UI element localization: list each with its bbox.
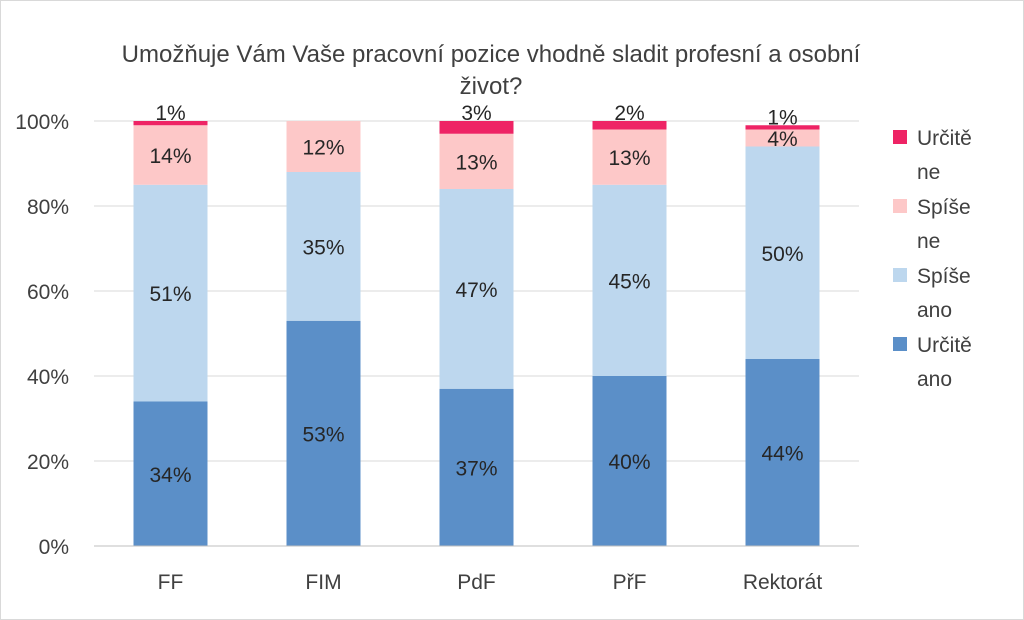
legend-label: Určitě ano	[917, 334, 972, 391]
bar-segment	[439, 189, 514, 389]
data-label: 4%	[767, 128, 797, 151]
y-tick-label: 100%	[15, 111, 69, 134]
bar-segment	[439, 388, 514, 546]
bar-segment	[133, 121, 208, 126]
data-label: 12%	[302, 137, 344, 160]
bar-segment	[745, 125, 820, 130]
bar-segment	[286, 320, 361, 546]
data-label: 2%	[614, 102, 644, 125]
legend-swatch	[893, 130, 907, 144]
bar-segment	[133, 401, 208, 546]
data-label: 50%	[761, 243, 803, 266]
bar-segment	[133, 184, 208, 402]
data-label: 1%	[767, 106, 797, 129]
data-label: 3%	[461, 102, 491, 125]
bar-segment	[133, 125, 208, 185]
data-label: 51%	[149, 283, 191, 306]
data-label: 47%	[455, 279, 497, 302]
data-label: 53%	[302, 423, 344, 446]
data-label: 45%	[608, 270, 650, 293]
bar-segment	[745, 129, 820, 147]
legend-label: Spíše ano	[917, 265, 971, 322]
bar-segment	[592, 121, 667, 130]
legend-label: Spíše ne	[917, 196, 971, 253]
chart-title: Umožňuje Vám Vaše pracovní pozice vhodně…	[121, 41, 861, 100]
bar-segment	[592, 184, 667, 376]
legend-label: Určitě ne	[917, 127, 972, 184]
y-tick-label: 0%	[39, 536, 69, 559]
bar-segment	[592, 376, 667, 546]
data-label: 13%	[608, 147, 650, 170]
bar-segment	[745, 359, 820, 546]
category-label: FF	[158, 571, 184, 594]
data-label: 34%	[149, 464, 191, 487]
y-tick-label: 80%	[27, 196, 69, 219]
bar-segment	[592, 129, 667, 185]
y-tick-label: 20%	[27, 451, 69, 474]
data-label: 13%	[455, 151, 497, 174]
legend-swatch	[893, 268, 907, 282]
bar-segment	[745, 146, 820, 359]
category-label: FIM	[305, 571, 341, 594]
data-label: 44%	[761, 443, 803, 466]
category-label: PdF	[457, 571, 496, 594]
y-tick-label: 60%	[27, 281, 69, 304]
legend-swatch	[893, 337, 907, 351]
bar-segment	[286, 172, 361, 321]
bar-segment	[286, 121, 361, 172]
data-label: 37%	[455, 457, 497, 480]
data-label: 1%	[155, 102, 185, 125]
bar-segment	[439, 121, 514, 134]
data-label: 40%	[608, 451, 650, 474]
category-label: PřF	[613, 571, 647, 594]
y-tick-label: 40%	[27, 366, 69, 389]
bar-segment	[439, 133, 514, 189]
legend-swatch	[893, 199, 907, 213]
data-label: 14%	[149, 145, 191, 168]
category-label: Rektorát	[743, 571, 823, 594]
data-label: 35%	[302, 236, 344, 259]
